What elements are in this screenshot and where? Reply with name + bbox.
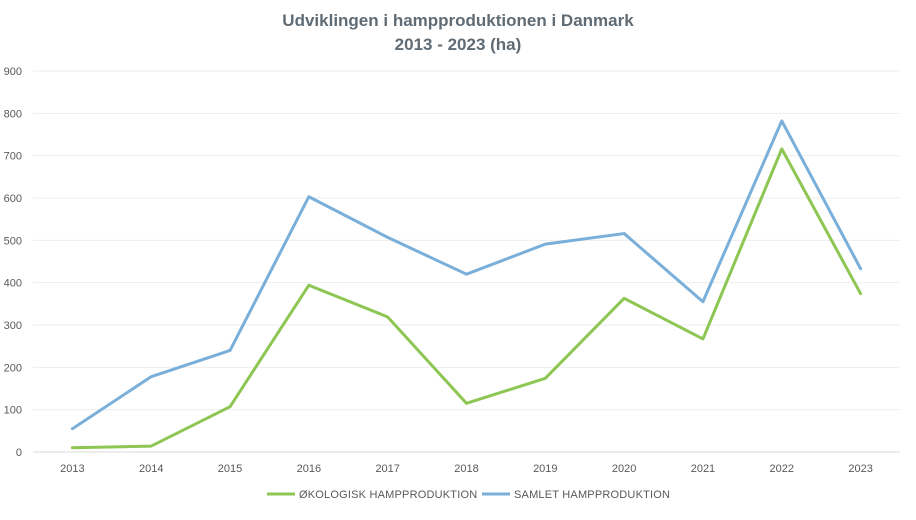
data-point-samlet-2020	[622, 232, 626, 235]
series-lines	[70, 119, 863, 450]
data-point-okologisk-2013	[71, 446, 74, 449]
data-point-samlet-2014	[150, 375, 153, 378]
x-tick-label: 2021	[691, 463, 715, 475]
chart-title-line-1: Udviklingen i hampproduktionen i Danmark	[282, 11, 634, 30]
data-point-samlet-2021	[701, 300, 705, 303]
data-point-okologisk-2022	[780, 147, 783, 151]
gridlines	[33, 70, 900, 453]
y-tick-label: 400	[4, 278, 22, 290]
data-point-samlet-2017	[386, 236, 389, 239]
legend-label: SAMLET HAMPPRODUKTION	[514, 489, 670, 501]
y-tick-label: 600	[4, 193, 22, 205]
data-point-samlet-2022	[780, 119, 783, 123]
y-axis-ticks: 0 100 200 300 400 500 600 700 800 900	[4, 66, 22, 459]
legend: ØKOLOGISK HAMPPRODUKTION SAMLET HAMPPRODU…	[267, 489, 670, 501]
data-point-samlet-2016	[307, 195, 311, 198]
data-point-okologisk-2015	[228, 405, 232, 408]
data-point-okologisk-2020	[622, 297, 626, 300]
x-tick-label: 2016	[297, 463, 321, 475]
x-tick-label: 2020	[612, 463, 636, 475]
x-tick-label: 2014	[139, 463, 163, 475]
data-point-samlet-2019	[544, 242, 547, 246]
y-tick-label: 500	[4, 235, 22, 247]
data-point-samlet-2023	[859, 267, 862, 270]
chart-title-line-2: 2013 - 2023 (ha)	[395, 35, 522, 54]
data-point-okologisk-2016	[307, 284, 311, 287]
y-tick-label: 300	[4, 320, 22, 332]
x-tick-label: 2017	[375, 463, 399, 475]
x-tick-label: 2013	[60, 463, 84, 475]
x-tick-label: 2019	[533, 463, 557, 475]
data-point-okologisk-2018	[465, 402, 468, 405]
data-point-samlet-2015	[228, 349, 232, 352]
data-point-okologisk-2021	[701, 337, 705, 341]
data-point-okologisk-2014	[150, 444, 153, 448]
x-tick-label: 2015	[218, 463, 242, 475]
data-point-okologisk-2017	[386, 315, 389, 319]
y-tick-label: 200	[4, 362, 22, 374]
x-axis-ticks: 2013 2014 2015 2016 2017 2018 2019 2020 2021 2022…	[60, 463, 873, 475]
y-tick-label: 800	[4, 108, 22, 120]
y-tick-label: 0	[16, 447, 22, 459]
data-point-samlet-2013	[71, 427, 74, 430]
x-tick-label: 2023	[848, 463, 872, 475]
x-tick-label: 2018	[454, 463, 478, 475]
data-point-okologisk-2019	[544, 377, 547, 380]
y-tick-label: 700	[4, 151, 22, 163]
legend-label: ØKOLOGISK HAMPPRODUKTION	[299, 489, 477, 501]
data-point-samlet-2018	[465, 273, 468, 276]
x-tick-label: 2022	[770, 463, 794, 475]
y-tick-label: 900	[4, 66, 22, 78]
data-point-okologisk-2023	[859, 292, 862, 295]
y-tick-label: 100	[4, 405, 22, 417]
